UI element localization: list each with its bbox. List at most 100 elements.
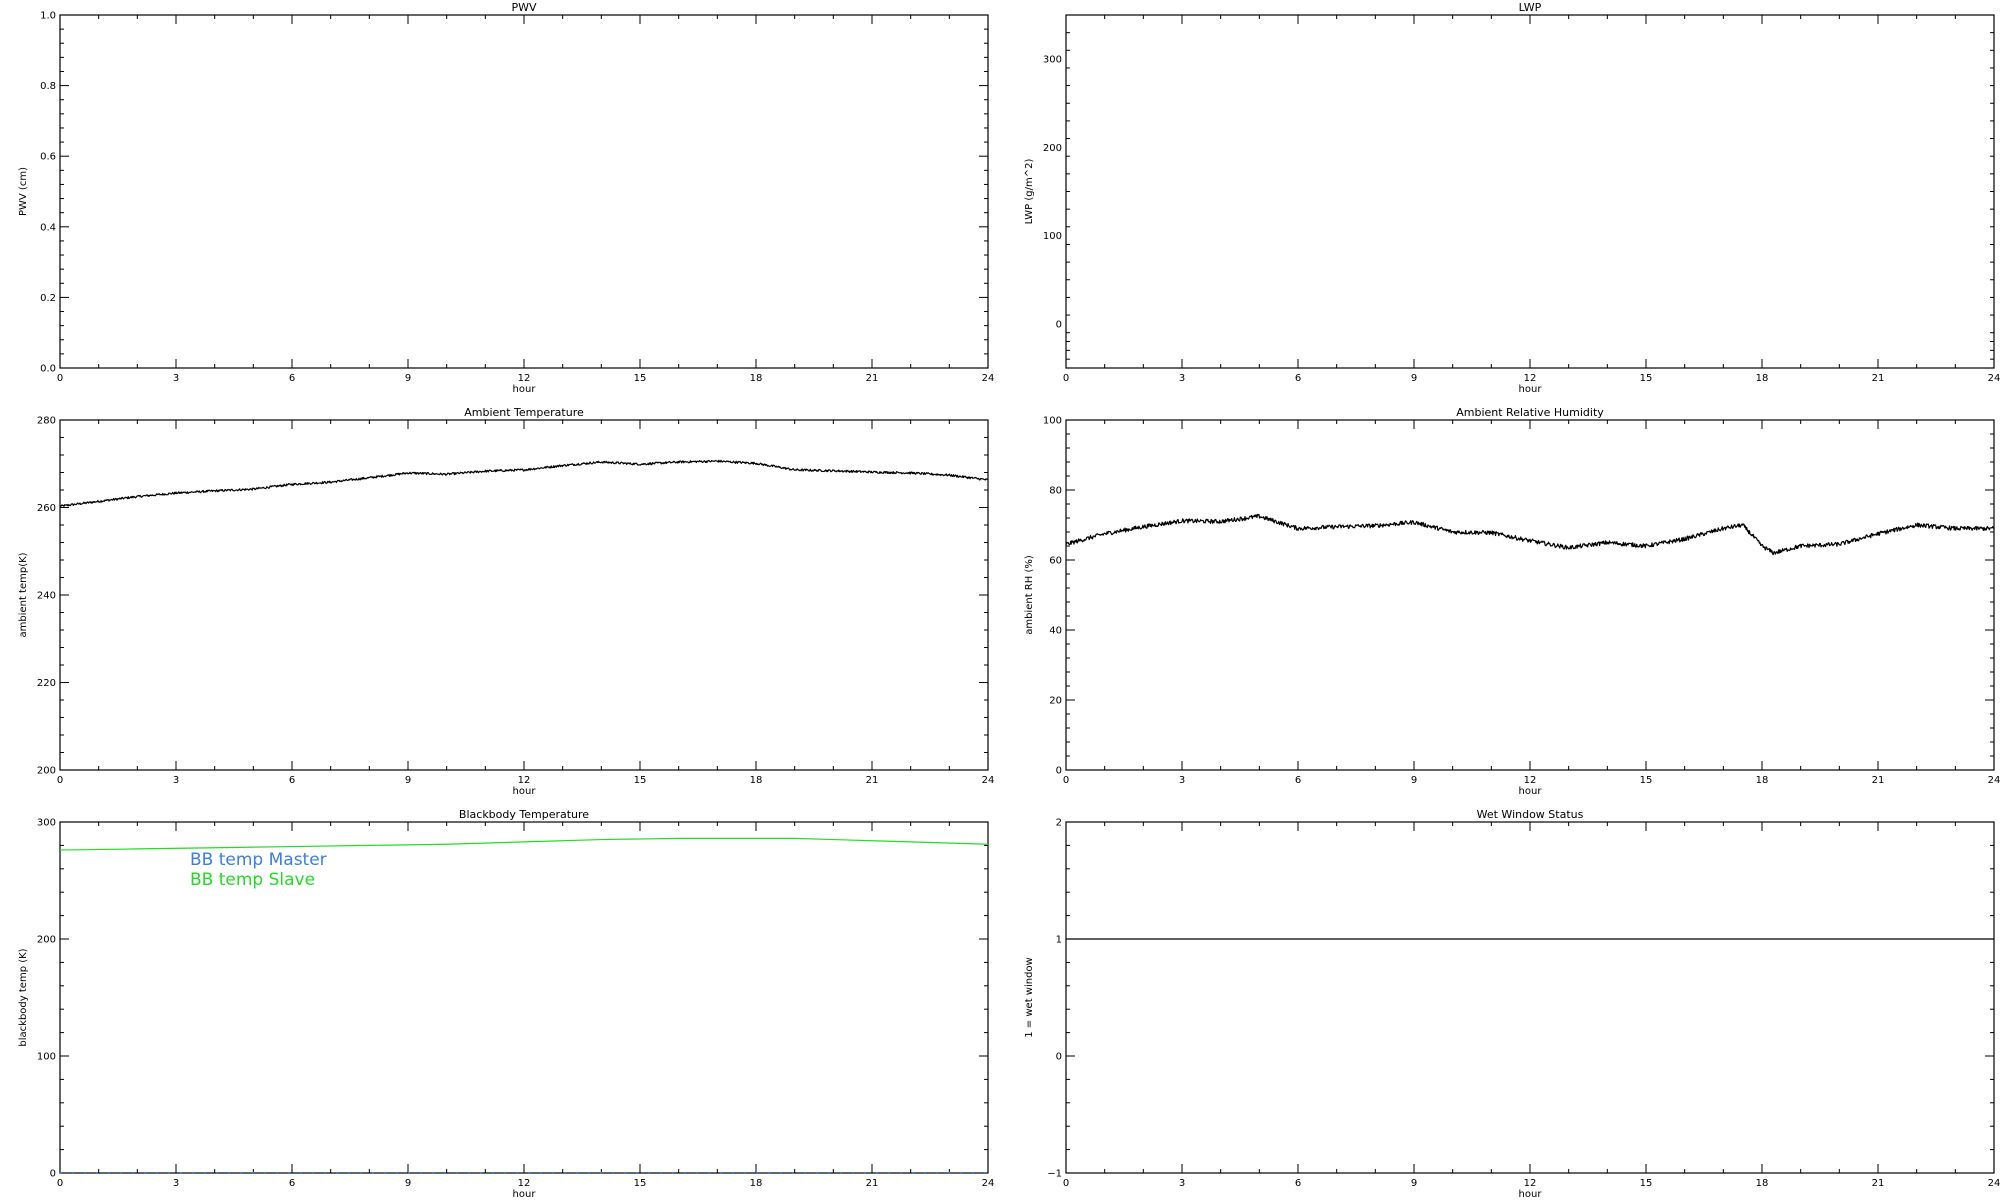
x-tick-label: 3 <box>173 1178 179 1189</box>
x-tick-label: 15 <box>634 1178 647 1189</box>
x-tick-label: 15 <box>1640 373 1653 384</box>
x-tick-label: 24 <box>1988 1178 2000 1189</box>
legend-entry: BB temp Master <box>190 850 327 870</box>
x-tick-label: 6 <box>1295 1178 1301 1189</box>
legend-entry: BB temp Slave <box>190 870 315 890</box>
x-tick-label: 24 <box>982 1178 995 1189</box>
chart-title: Ambient Temperature <box>464 406 584 419</box>
x-tick-label: 6 <box>289 373 295 384</box>
x-tick-label: 3 <box>1179 775 1185 786</box>
x-tick-label: 3 <box>173 775 179 786</box>
series-line-2 <box>59 837 989 851</box>
chart-title: PWV <box>511 1 537 14</box>
y-tick-label: 200 <box>1043 143 1062 154</box>
y-tick-label: 300 <box>1043 55 1062 66</box>
y-tick-label: 0 <box>1056 766 1062 777</box>
x-axis-label: hour <box>1519 1189 1543 1200</box>
y-tick-label: 0.6 <box>40 152 56 163</box>
y-tick-label: 0 <box>50 1169 56 1180</box>
y-tick-label: 100 <box>1043 416 1062 427</box>
y-tick-label: 0.2 <box>40 293 56 304</box>
y-axis-label: LWP (g/m^2) <box>1024 159 1035 225</box>
x-tick-label: 15 <box>634 775 647 786</box>
x-axis-label: hour <box>513 786 537 797</box>
x-tick-label: 9 <box>1411 1178 1417 1189</box>
y-tick-label: 240 <box>37 591 56 602</box>
x-tick-label: 0 <box>1063 1178 1069 1189</box>
x-tick-label: 12 <box>1524 373 1537 384</box>
y-tick-label: 60 <box>1049 556 1062 567</box>
y-tick-label: 0.4 <box>40 222 56 233</box>
plot-frame <box>1065 821 1995 1174</box>
y-tick-label: 200 <box>37 935 56 946</box>
x-tick-label: 6 <box>289 775 295 786</box>
y-tick-label: 40 <box>1049 626 1062 637</box>
x-tick-label: 6 <box>1295 775 1301 786</box>
chart-title: LWP <box>1519 1 1542 14</box>
plot-frame <box>59 14 989 369</box>
x-tick-label: 9 <box>405 373 411 384</box>
chart-title: Ambient Relative Humidity <box>1456 406 1604 419</box>
y-axis-label: blackbody temp (K) <box>18 948 29 1046</box>
y-tick-label: 220 <box>37 678 56 689</box>
x-axis-label: hour <box>1519 384 1543 395</box>
x-tick-label: 3 <box>173 373 179 384</box>
y-tick-label: 2 <box>1056 818 1062 829</box>
x-tick-label: 15 <box>1640 775 1653 786</box>
x-tick-label: 12 <box>518 1178 531 1189</box>
x-tick-label: 15 <box>634 373 647 384</box>
chart-panel-5: Blackbody Temperature 0 3 6 9 12 15 18 21 24 hour 0… <box>18 808 994 1200</box>
y-tick-label: 1.0 <box>40 11 56 22</box>
x-tick-label: 18 <box>750 775 763 786</box>
x-tick-label: 12 <box>1524 1178 1537 1189</box>
x-tick-label: 21 <box>866 775 879 786</box>
y-tick-label: 260 <box>37 503 56 514</box>
x-tick-label: 24 <box>1988 775 2000 786</box>
chart-title: Wet Window Status <box>1477 808 1584 821</box>
y-tick-label: 20 <box>1049 696 1062 707</box>
series-line-1 <box>1065 513 1995 556</box>
x-tick-label: 3 <box>1179 1178 1185 1189</box>
x-tick-label: 21 <box>866 373 879 384</box>
y-tick-label: 0.0 <box>40 364 56 375</box>
plot-frame <box>1065 14 1995 369</box>
x-tick-label: 18 <box>750 373 763 384</box>
x-tick-label: 0 <box>57 1178 63 1189</box>
x-tick-label: 24 <box>1988 373 2000 384</box>
y-tick-label: −1 <box>1047 1169 1062 1180</box>
y-tick-label: 100 <box>37 1052 56 1063</box>
x-tick-label: 9 <box>1411 373 1417 384</box>
x-tick-label: 9 <box>1411 775 1417 786</box>
y-tick-label: 200 <box>37 766 56 777</box>
y-tick-label: 0 <box>1056 319 1062 330</box>
y-tick-label: 300 <box>37 818 56 829</box>
x-tick-label: 18 <box>1756 373 1769 384</box>
x-tick-label: 0 <box>57 775 63 786</box>
x-tick-label: 21 <box>1872 373 1885 384</box>
x-axis-label: hour <box>513 384 537 395</box>
x-tick-label: 9 <box>405 775 411 786</box>
chart-panel-2: LWP 0 3 6 9 12 15 18 21 24 hour 0 100 200 300 LWP (g/m^… <box>1024 1 2000 395</box>
x-tick-label: 21 <box>1872 1178 1885 1189</box>
x-tick-label: 15 <box>1640 1178 1653 1189</box>
chart-title: Blackbody Temperature <box>459 808 589 821</box>
x-tick-label: 18 <box>750 1178 763 1189</box>
x-axis-label: hour <box>513 1189 537 1200</box>
series-line-1 <box>59 459 989 508</box>
y-axis-label: ambient temp(K) <box>18 552 29 637</box>
y-tick-label: 280 <box>37 416 56 427</box>
y-axis-label: PWV (cm) <box>18 167 29 216</box>
x-tick-label: 6 <box>1295 373 1301 384</box>
y-axis-label: ambient RH (%) <box>1024 555 1035 635</box>
y-tick-label: 0 <box>1056 1052 1062 1063</box>
chart-panel-4: Ambient Relative Humidity 0 3 6 9 12 15 18 21 24 h… <box>1024 406 2000 797</box>
x-tick-label: 0 <box>57 373 63 384</box>
x-tick-label: 12 <box>1524 775 1537 786</box>
chart-panel-3: Ambient Temperature 0 3 6 9 12 15 18 21 24 hour 200… <box>18 406 994 797</box>
x-tick-label: 6 <box>289 1178 295 1189</box>
y-tick-label: 100 <box>1043 231 1062 242</box>
x-tick-label: 12 <box>518 775 531 786</box>
x-tick-label: 21 <box>1872 775 1885 786</box>
x-tick-label: 3 <box>1179 373 1185 384</box>
x-tick-label: 21 <box>866 1178 879 1189</box>
